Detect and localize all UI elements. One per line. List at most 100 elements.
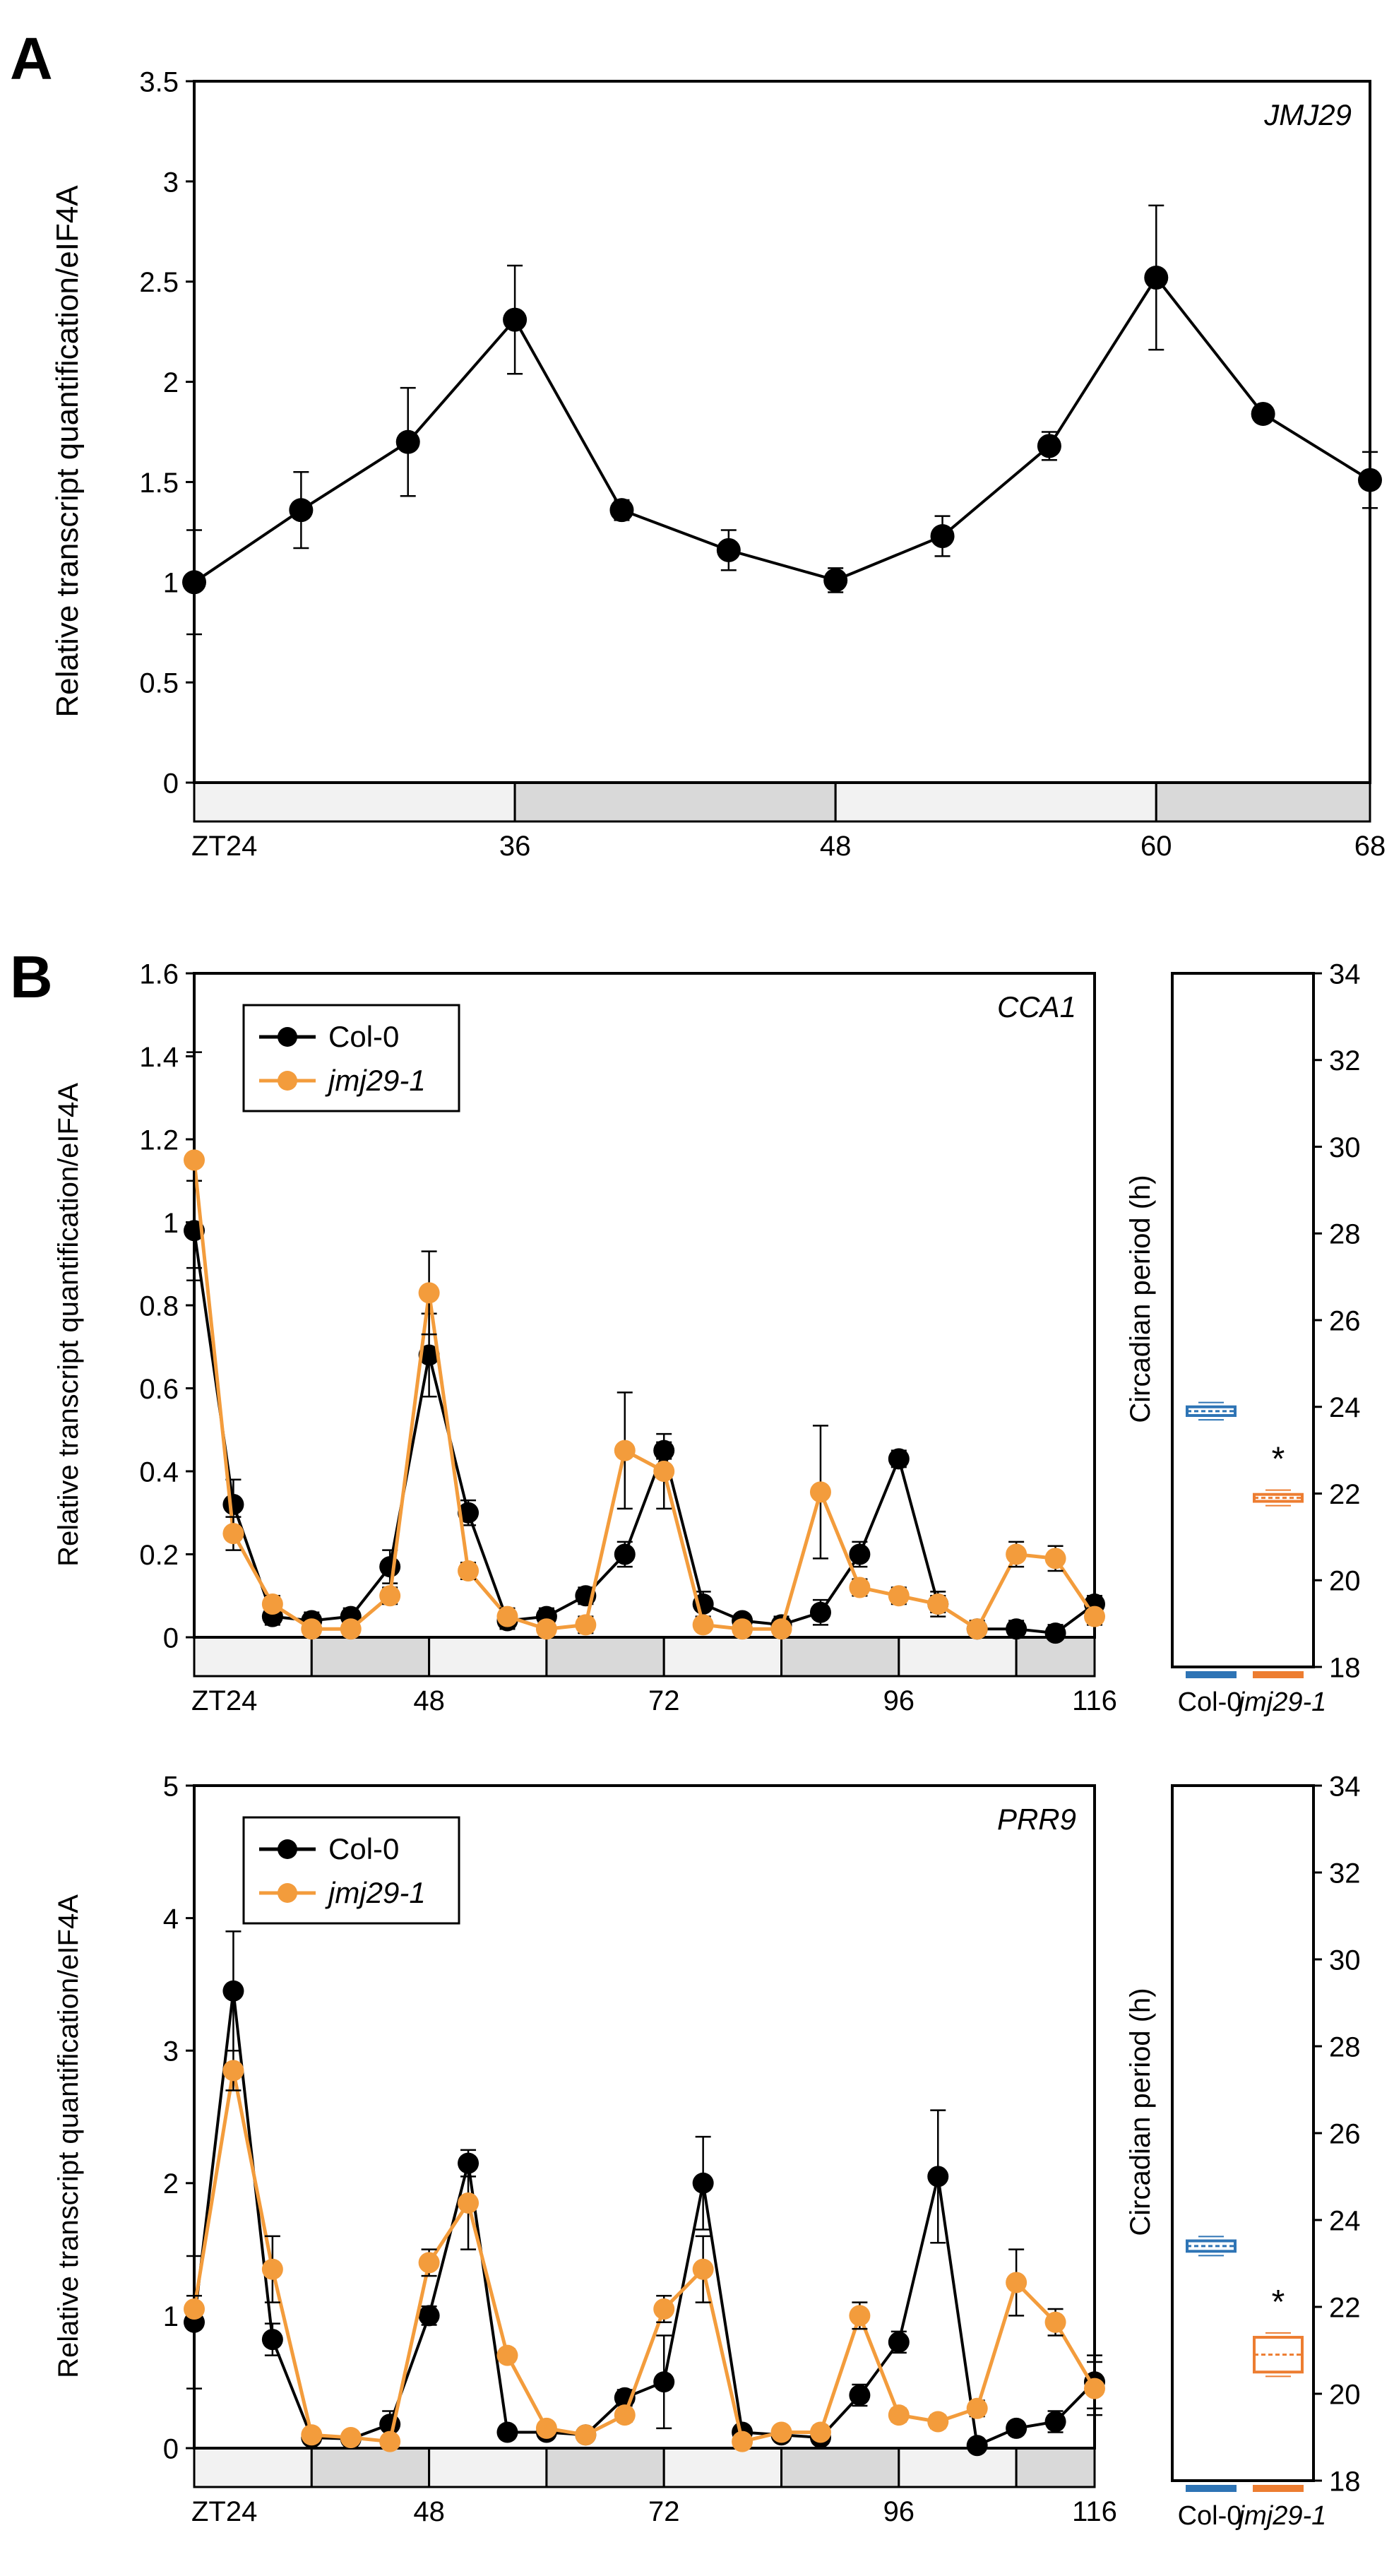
phase-dark-segment (310, 1636, 431, 1678)
data-point-jmj29 (966, 1618, 988, 1640)
data-point-col0 (692, 2172, 714, 2194)
y-tick-label: 0.4 (139, 1456, 179, 1488)
chart-b2: 0 1 2 3 4 5 ZT24 48 72 96 116 Relative transcript q… (53, 1771, 1117, 2527)
x-tick-label: 116 (1072, 1685, 1117, 1716)
data-point-col0 (1044, 2411, 1066, 2433)
data-point-jmj29 (340, 1618, 362, 1640)
data-point-col0 (1037, 434, 1061, 458)
box-col0: Col-0 (1178, 2236, 1241, 2531)
x-axis: ZT24 36 48 60 68 (191, 831, 1386, 862)
data-point-col0 (1006, 1618, 1027, 1640)
significance-asterisk: * (1272, 2284, 1285, 2321)
data-point-jmj29 (222, 2060, 244, 2082)
data-point-jmj29 (301, 2424, 323, 2446)
x-tick-label: 116 (1072, 2496, 1117, 2527)
series-line-col0 (193, 1230, 1096, 1635)
data-point-col0 (614, 1543, 636, 1565)
x-tick-label: 96 (883, 1685, 915, 1716)
category-swatch (1253, 1671, 1304, 1678)
y-axis-label: Circadian period (h) (1125, 1175, 1156, 1423)
legend: Col-0 jmj29-1 (242, 1004, 460, 1112)
phase-light-segment (898, 1636, 1018, 1678)
y-axis-label: Relative transcript quantification/eIF4A (53, 1894, 84, 2378)
data-point-jmj29 (184, 1149, 205, 1171)
panel-letter-b: B (10, 944, 53, 1010)
data-point-jmj29 (888, 2404, 910, 2426)
y-axis-label: Relative transcript quantification/eIF4A (53, 1083, 84, 1567)
phase-dark-segment (545, 1636, 665, 1678)
data-point-col0 (1144, 266, 1169, 290)
data-point-col0 (888, 1448, 910, 1470)
data-point-jmj29 (849, 2305, 871, 2327)
gene-label: JMJ29 (1263, 98, 1352, 131)
phase-dark-segment (780, 2447, 900, 2488)
y-tick-label: 2.5 (139, 267, 179, 298)
data-point-col0 (395, 429, 420, 454)
data-point-col0 (379, 1556, 401, 1578)
y-tick-label: 2 (163, 367, 179, 398)
data-point-jmj29 (261, 2258, 283, 2280)
y-tick-label: 32 (1329, 1045, 1361, 1076)
data-point-col0 (609, 498, 634, 523)
chart-b2_period: 18 20 22 24 26 28 30 32 34 Circadian period (h) Co… (1125, 1771, 1361, 2531)
data-point-jmj29 (1044, 2311, 1066, 2333)
y-axis-label: Circadian period (h) (1125, 1988, 1156, 2236)
significance-asterisk: * (1272, 1441, 1285, 1478)
data-point-col0 (930, 524, 955, 549)
y-tick-label: 5 (163, 1771, 179, 1802)
phase-dark-segment (1015, 1636, 1096, 1678)
data-point-jmj29 (1006, 1543, 1027, 1565)
data-point-jmj29 (418, 2252, 440, 2274)
data-point-jmj29 (614, 2404, 636, 2426)
data-point-jmj29 (927, 1593, 949, 1615)
chart-b1_period: 18 20 22 24 26 28 30 32 34 Circadian period (h) Co… (1125, 958, 1361, 1717)
plot-frame (193, 80, 1371, 784)
legend-box (242, 1816, 460, 1925)
data-point-jmj29 (770, 1618, 792, 1640)
phase-light-segment (662, 2447, 783, 2488)
data-point-col0 (503, 307, 528, 332)
x-tick-label: 48 (413, 2496, 445, 2527)
y-tick-label: 24 (1329, 1392, 1361, 1423)
y-tick-label: 30 (1329, 1945, 1361, 1976)
data-point-jmj29 (496, 2344, 518, 2366)
data-point-col0 (653, 2371, 675, 2393)
data-point-jmj29 (261, 1593, 283, 1615)
legend-box (242, 1004, 460, 1112)
series-col0 (182, 204, 1382, 636)
y-tick-label: 28 (1329, 2031, 1361, 2062)
light-dark-bar (193, 781, 1371, 823)
x-axis: ZT24 48 72 96 116 (191, 2496, 1117, 2527)
box-jmj29: jmj29-1 (1235, 1489, 1327, 1717)
y-tick-label: 22 (1329, 1479, 1361, 1510)
series-jmj29 (184, 1051, 1105, 1640)
data-point-col0 (823, 568, 848, 593)
y-tick-label: 0 (163, 768, 179, 799)
data-point-col0 (418, 1344, 440, 1366)
data-point-col0 (1044, 1622, 1066, 1644)
data-point-jmj29 (732, 2430, 753, 2452)
y-tick-label: 20 (1329, 1566, 1361, 1597)
data-point-col0 (927, 2166, 949, 2188)
category-label: jmj29-1 (1235, 1687, 1327, 1717)
data-point-col0 (496, 2421, 518, 2443)
data-point-col0 (1006, 2417, 1027, 2439)
y-tick-label: 3.5 (139, 66, 179, 97)
legend-label-col0: Col-0 (328, 1832, 399, 1865)
category-label: Col-0 (1178, 1687, 1242, 1717)
box-jmj29: jmj29-1 (1235, 2332, 1326, 2531)
phase-light-segment (662, 1636, 783, 1678)
y-tick-label: 0 (163, 2433, 179, 2464)
data-point-col0 (418, 2305, 440, 2327)
data-point-jmj29 (653, 2298, 675, 2320)
data-point-jmj29 (496, 1605, 518, 1627)
y-tick-label: 3 (163, 167, 179, 198)
data-point-col0 (261, 2329, 283, 2351)
x-tick-label: ZT24 (191, 1685, 257, 1716)
data-point-col0 (182, 570, 206, 595)
y-tick-label: 20 (1329, 2379, 1361, 2410)
data-point-col0 (289, 498, 314, 523)
y-tick-label: 26 (1329, 2118, 1361, 2149)
chart-a: 0 0.5 1 1.5 2 2.5 3 3.5 ZT24 36 48 60 68 Relative tra… (50, 66, 1386, 862)
data-point-jmj29 (927, 2411, 949, 2433)
